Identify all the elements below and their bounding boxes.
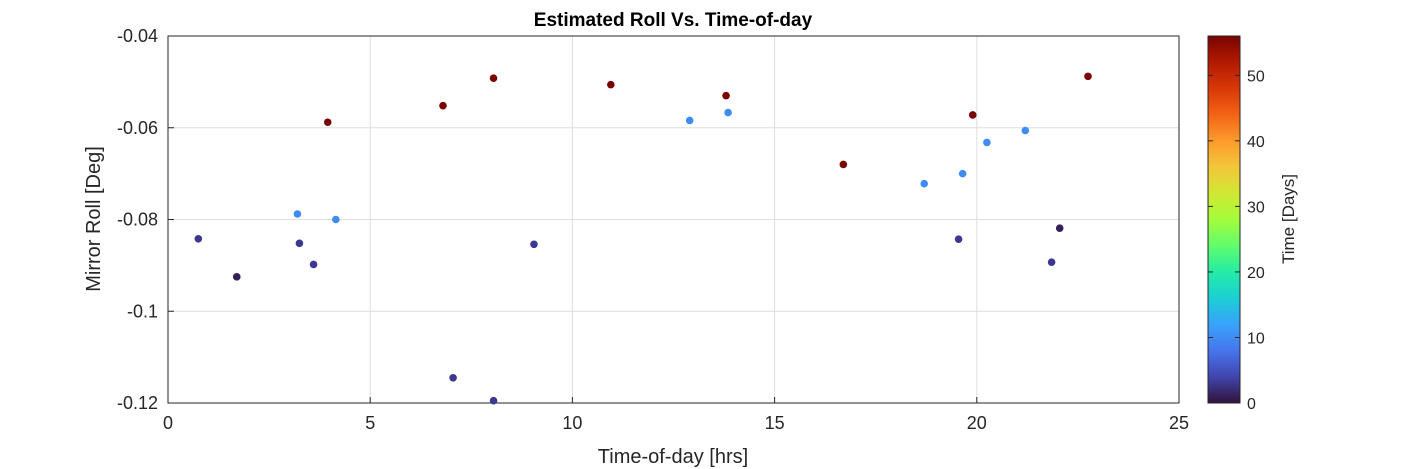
grid-lines	[168, 36, 1179, 403]
colorbar-tick-label: 0	[1247, 396, 1256, 413]
data-point	[439, 101, 447, 110]
colorbar-tick-label: 10	[1247, 330, 1265, 347]
x-tick-label: 10	[562, 413, 582, 433]
y-axis-label: Mirror Roll [Deg]	[83, 146, 105, 292]
x-axis-label: Time-of-day [hrs]	[598, 446, 748, 468]
data-point	[968, 111, 977, 119]
x-tick-label: 5	[365, 413, 375, 433]
data-point	[232, 273, 241, 281]
data-point	[295, 239, 304, 248]
data-point	[530, 240, 538, 249]
y-tick-label: -0.08	[117, 210, 158, 230]
chart-title: Estimated Roll Vs. Time-of-day	[534, 10, 813, 31]
data-point	[323, 118, 332, 127]
data-points	[194, 72, 1092, 405]
data-point	[724, 108, 732, 117]
data-point	[954, 235, 963, 244]
data-point	[489, 396, 498, 405]
colorbar-tick-label: 30	[1247, 199, 1265, 216]
data-point	[839, 160, 848, 169]
x-tick-label: 25	[1169, 413, 1189, 433]
data-point	[332, 215, 340, 224]
data-point	[607, 80, 615, 89]
data-point	[293, 210, 302, 218]
colorbar-label: Time [Days]	[1279, 174, 1298, 264]
data-point	[1021, 126, 1030, 135]
x-tick-label: 15	[765, 413, 785, 433]
data-point	[983, 138, 991, 147]
y-tick-label: -0.06	[117, 118, 158, 138]
colorbar-tick-label: 40	[1247, 134, 1265, 151]
data-point	[685, 116, 694, 125]
colorbar-tick-label: 50	[1247, 68, 1265, 85]
y-tick-label: -0.04	[117, 26, 158, 46]
y-axis-ticks: -0.04 -0.06 -0.08 -0.1 -0.12	[117, 26, 174, 413]
data-point	[722, 91, 730, 100]
data-point	[920, 179, 929, 188]
data-point	[1055, 224, 1064, 233]
x-tick-label: 0	[163, 413, 173, 433]
data-point	[1084, 72, 1092, 81]
data-point	[449, 373, 457, 382]
y-tick-label: -0.12	[117, 393, 158, 413]
data-point	[1047, 258, 1056, 266]
data-point	[194, 234, 203, 243]
x-axis-ticks: 0 5 10 15 20 25	[163, 397, 1189, 433]
x-tick-label: 20	[967, 413, 987, 433]
data-point	[489, 74, 498, 83]
colorbar-tick-label: 20	[1247, 265, 1265, 282]
colorbar-ticks: 0 10 20 30 40 50	[1208, 68, 1265, 413]
y-tick-label: -0.1	[127, 301, 158, 321]
colorbar	[1207, 35, 1241, 404]
data-point	[309, 260, 318, 269]
data-point	[958, 169, 967, 178]
